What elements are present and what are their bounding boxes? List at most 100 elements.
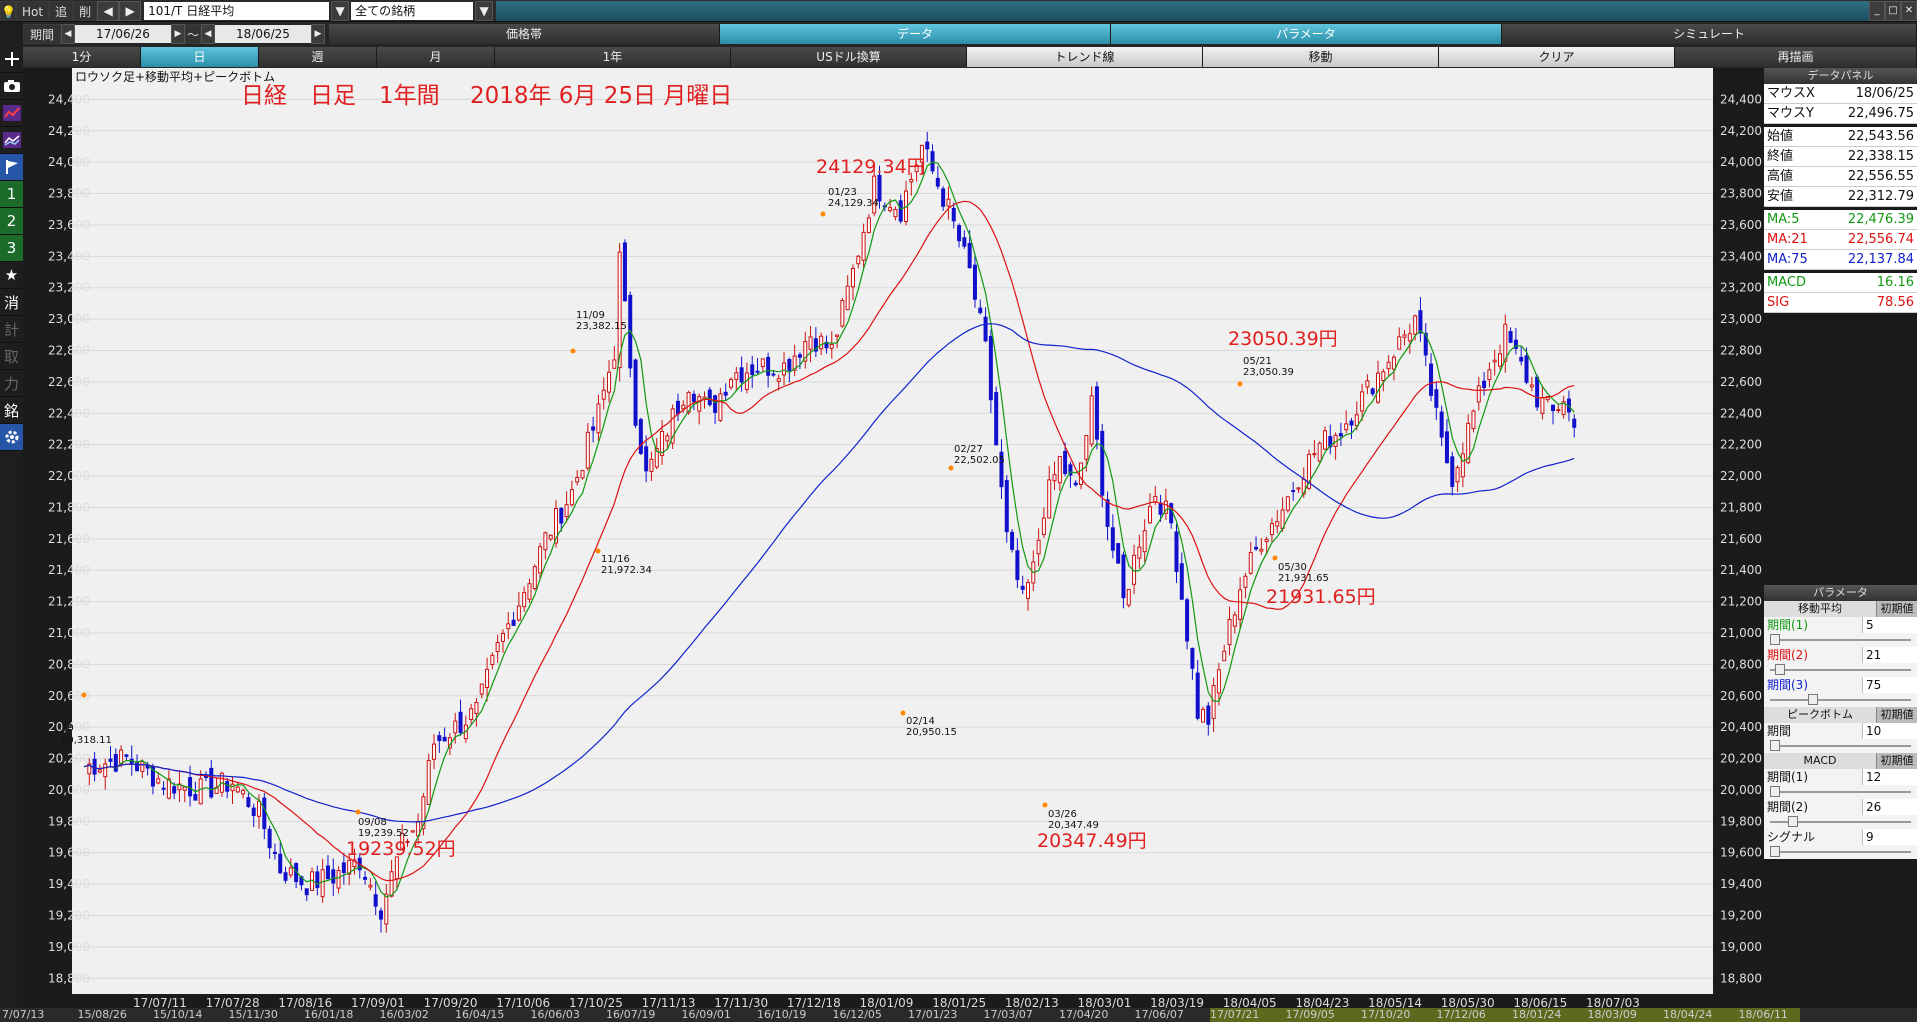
reset-default-button[interactable]: 初期値: [1876, 601, 1917, 617]
param-value-input[interactable]: 5: [1862, 617, 1917, 633]
hot-button[interactable]: Hot: [16, 0, 50, 21]
timeline-date: 17/01/23: [908, 1008, 958, 1021]
slider-knob[interactable]: [1770, 740, 1780, 751]
period-week[interactable]: 週: [259, 47, 377, 67]
redraw-button[interactable]: 再描画: [1675, 47, 1917, 67]
data-row-key: マウスY: [1767, 106, 1814, 121]
period-month[interactable]: 月: [377, 47, 495, 67]
slider-knob[interactable]: [1787, 816, 1798, 827]
peak-marker: [900, 710, 906, 716]
slider-knob[interactable]: [1770, 786, 1780, 797]
reset-default-button[interactable]: 初期値: [1876, 707, 1917, 723]
symbol-dropdown-icon[interactable]: ▼: [331, 0, 350, 21]
x-tick-label: 18/05/30: [1441, 996, 1495, 1008]
camera-icon[interactable]: [0, 73, 23, 100]
slider-knob[interactable]: [1807, 694, 1818, 705]
timeline-scrollbar[interactable]: 7/07/13 15/08/26 15/10/14 15/11/30 16/01/18 1…: [0, 1008, 1917, 1022]
candle-body: [1513, 339, 1518, 349]
trendline-button[interactable]: トレンド線: [967, 47, 1203, 67]
tab-parameters[interactable]: パラメータ: [1111, 24, 1502, 44]
close-icon[interactable]: ✕: [1901, 0, 1917, 21]
erase-button[interactable]: 消: [0, 289, 23, 316]
candle-body: [1466, 422, 1471, 464]
crosshair-icon[interactable]: [0, 46, 23, 73]
minimize-icon[interactable]: _: [1869, 0, 1885, 21]
period-1min[interactable]: 1分: [23, 47, 141, 67]
period-1year[interactable]: 1年: [495, 47, 731, 67]
power-button[interactable]: 力: [0, 370, 23, 397]
tab-price-band[interactable]: 価格帯: [329, 24, 720, 44]
param-value-input[interactable]: 10: [1862, 723, 1917, 739]
range-to-prev-icon[interactable]: ◀: [201, 24, 215, 44]
param-slider[interactable]: [1764, 693, 1917, 707]
line-chart-icon[interactable]: [0, 100, 23, 127]
param-slider[interactable]: [1764, 845, 1917, 859]
reset-default-button[interactable]: 初期値: [1876, 753, 1917, 769]
indicator-label: ロウソク足+移動平均+ピークボトム: [75, 70, 275, 84]
range-from-input[interactable]: 17/06/26: [75, 25, 171, 43]
y-tick-right: 23,600: [1720, 218, 1762, 232]
slider-knob[interactable]: [1770, 634, 1780, 645]
slot-3-button[interactable]: 3: [0, 235, 23, 262]
y-tick-right: 23,800: [1720, 187, 1762, 201]
range-from-prev-icon[interactable]: ◀: [61, 24, 75, 44]
bulb-icon[interactable]: 💡: [0, 0, 16, 21]
peak-value-label: 20,950.15: [906, 727, 957, 738]
indicator-chart-icon[interactable]: [0, 127, 23, 154]
fetch-button[interactable]: 取: [0, 343, 23, 370]
period-day[interactable]: 日: [141, 47, 259, 67]
candle-body: [1174, 531, 1179, 572]
param-slider[interactable]: [1764, 663, 1917, 677]
timeline-window[interactable]: [1210, 1008, 1800, 1022]
tab-simulate[interactable]: シミュレート: [1502, 24, 1917, 44]
candle-body: [490, 654, 495, 665]
x-tick-label: 17/07/11: [133, 996, 187, 1008]
filter-select[interactable]: 全ての銘柄: [351, 1, 474, 20]
candle-body: [962, 237, 967, 247]
y-tick-right: 22,600: [1720, 375, 1762, 389]
add-button[interactable]: 追: [49, 0, 74, 21]
param-value-input[interactable]: 75: [1862, 677, 1917, 693]
delete-button[interactable]: 削: [73, 0, 98, 21]
next-symbol-icon[interactable]: ▶: [119, 0, 142, 21]
star-icon[interactable]: ★: [0, 262, 23, 289]
param-slider[interactable]: [1764, 739, 1917, 753]
candle-body: [697, 396, 702, 412]
param-slider[interactable]: [1764, 815, 1917, 829]
slider-knob[interactable]: [1770, 846, 1780, 857]
param-value-input[interactable]: 21: [1862, 647, 1917, 663]
x-tick-label: 17/11/13: [642, 996, 696, 1008]
param-value-input[interactable]: 9: [1862, 829, 1917, 845]
filter-dropdown-icon[interactable]: ▼: [475, 0, 494, 21]
stock-button[interactable]: 銘: [0, 397, 23, 424]
usd-convert-button[interactable]: USドル換算: [731, 47, 967, 67]
candle-body: [1434, 389, 1439, 408]
candle-body: [421, 796, 426, 830]
range-from-next-icon[interactable]: ▶: [171, 24, 185, 44]
slot-2-button[interactable]: 2: [0, 208, 23, 235]
prev-symbol-icon[interactable]: ◀: [97, 0, 120, 21]
param-slider[interactable]: [1764, 785, 1917, 799]
param-value-input[interactable]: 26: [1862, 799, 1917, 815]
candle-body: [994, 392, 999, 446]
flag-icon[interactable]: [0, 154, 23, 181]
slot-1-button[interactable]: 1: [0, 181, 23, 208]
range-to-input[interactable]: 18/06/25: [215, 25, 311, 43]
candlestick-chart[interactable]: 18,800 18,800 19,000 19,000 19,200 19,200 19,4…: [23, 68, 1764, 1008]
maximize-icon[interactable]: □: [1885, 0, 1901, 21]
candle-body: [103, 763, 108, 778]
data-row: SIG 78.56: [1764, 293, 1917, 313]
symbol-input[interactable]: 101/T 日経平均: [144, 1, 330, 20]
gear-icon[interactable]: [0, 424, 23, 451]
tab-data[interactable]: データ: [720, 24, 1111, 44]
clear-button[interactable]: クリア: [1439, 47, 1675, 67]
y-tick-right: 20,200: [1720, 752, 1762, 766]
calc-button[interactable]: 計: [0, 316, 23, 343]
move-button[interactable]: 移動: [1203, 47, 1439, 67]
range-to-next-icon[interactable]: ▶: [311, 24, 325, 44]
peak-marker: [820, 211, 826, 217]
param-slider[interactable]: [1764, 633, 1917, 647]
slider-knob[interactable]: [1775, 664, 1785, 675]
param-value-input[interactable]: 12: [1862, 769, 1917, 785]
timeline-date: 15/08/26: [77, 1008, 127, 1021]
